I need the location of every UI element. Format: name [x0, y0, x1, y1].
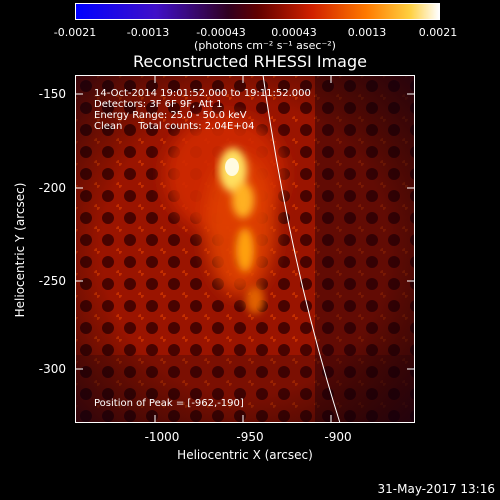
info-method-counts: Clean Total counts: 2.04E+04 — [94, 121, 255, 132]
y-tick-label: -250 — [38, 274, 66, 288]
colorbar-units: (photons cm⁻² s⁻¹ asec⁻²) — [194, 39, 336, 52]
info-peak-position: Position of Peak = [-962,-190] — [94, 398, 244, 409]
info-energy-range: Energy Range: 25.0 - 50.0 keV — [94, 110, 247, 121]
x-axis-label: Heliocentric X (arcsec) — [177, 448, 313, 462]
colorbar-tick-label: -0.00043 — [196, 26, 246, 39]
timestamp: 31-May-2017 13:16 — [377, 482, 495, 496]
info-time-range: 14-Oct-2014 19:01:52.000 to 19:11:52.000 — [94, 88, 311, 99]
plot-title: Reconstructed RHESSI Image — [133, 52, 367, 71]
colorbar-tick-label: 0.0013 — [347, 26, 387, 39]
y-tick-label: -300 — [38, 362, 66, 376]
colorbar-tick-label: 0.00043 — [271, 26, 317, 39]
x-tick-label: -900 — [324, 430, 352, 444]
x-tick-label: -950 — [236, 430, 264, 444]
x-tick-label: -1000 — [144, 430, 180, 444]
colorbar-tick-label: 0.0021 — [418, 26, 458, 39]
rhessi-image — [75, 75, 415, 423]
colorbar-tick-label: -0.0021 — [53, 26, 97, 39]
y-axis-label: Heliocentric Y (arcsec) — [13, 182, 27, 318]
info-detectors: Detectors: 3F 6F 9F, Att 1 — [94, 99, 223, 110]
y-tick-label: -200 — [38, 181, 66, 195]
y-tick-label: -150 — [38, 87, 66, 101]
solar-limb-line — [262, 75, 341, 423]
colorbar — [75, 3, 440, 20]
colorbar-tick-label: -0.0013 — [126, 26, 170, 39]
